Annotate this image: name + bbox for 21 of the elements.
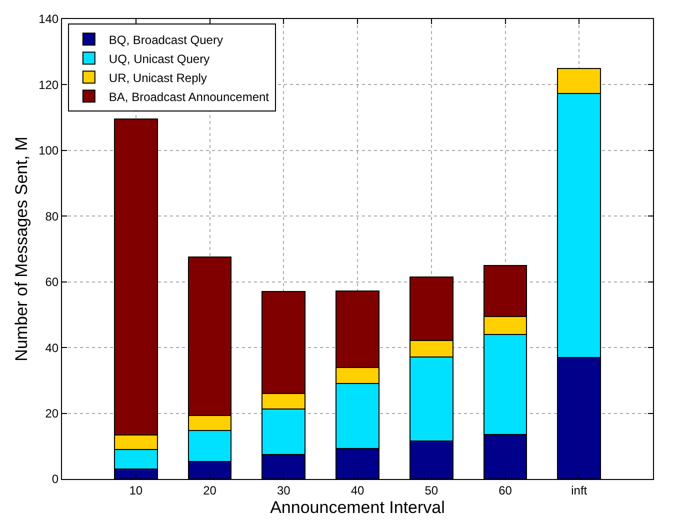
y-tick-label: 80 bbox=[45, 209, 59, 224]
y-tick-label: 60 bbox=[45, 275, 59, 290]
legend-label: UR, Unicast Reply bbox=[108, 70, 207, 85]
y-tick-label: 140 bbox=[38, 12, 59, 26]
x-tick-label: 60 bbox=[498, 483, 512, 498]
x-tick-label: 40 bbox=[350, 483, 364, 498]
y-axis-title: Number of Messages Sent, M bbox=[12, 136, 32, 362]
legend-label: UQ, Unicast Query bbox=[108, 52, 210, 66]
x-tick-label: 20 bbox=[203, 483, 217, 498]
legend-label: BQ, Broadcast Query bbox=[108, 32, 223, 47]
legend-label: BA, Broadcast Announcement bbox=[108, 90, 270, 104]
y-tick-label: 40 bbox=[45, 340, 59, 355]
x-tick-label: 10 bbox=[129, 483, 143, 498]
y-tick-label: 100 bbox=[38, 144, 59, 158]
x-axis-title: Announcement Interval bbox=[270, 498, 445, 517]
x-tick-label: 50 bbox=[424, 483, 438, 498]
y-tick-label: 20 bbox=[45, 406, 59, 420]
y-tick-label: 120 bbox=[38, 78, 59, 92]
x-tick-label: inft bbox=[571, 483, 588, 498]
y-tick-label: 0 bbox=[52, 472, 59, 486]
x-tick-label: 30 bbox=[276, 483, 291, 498]
